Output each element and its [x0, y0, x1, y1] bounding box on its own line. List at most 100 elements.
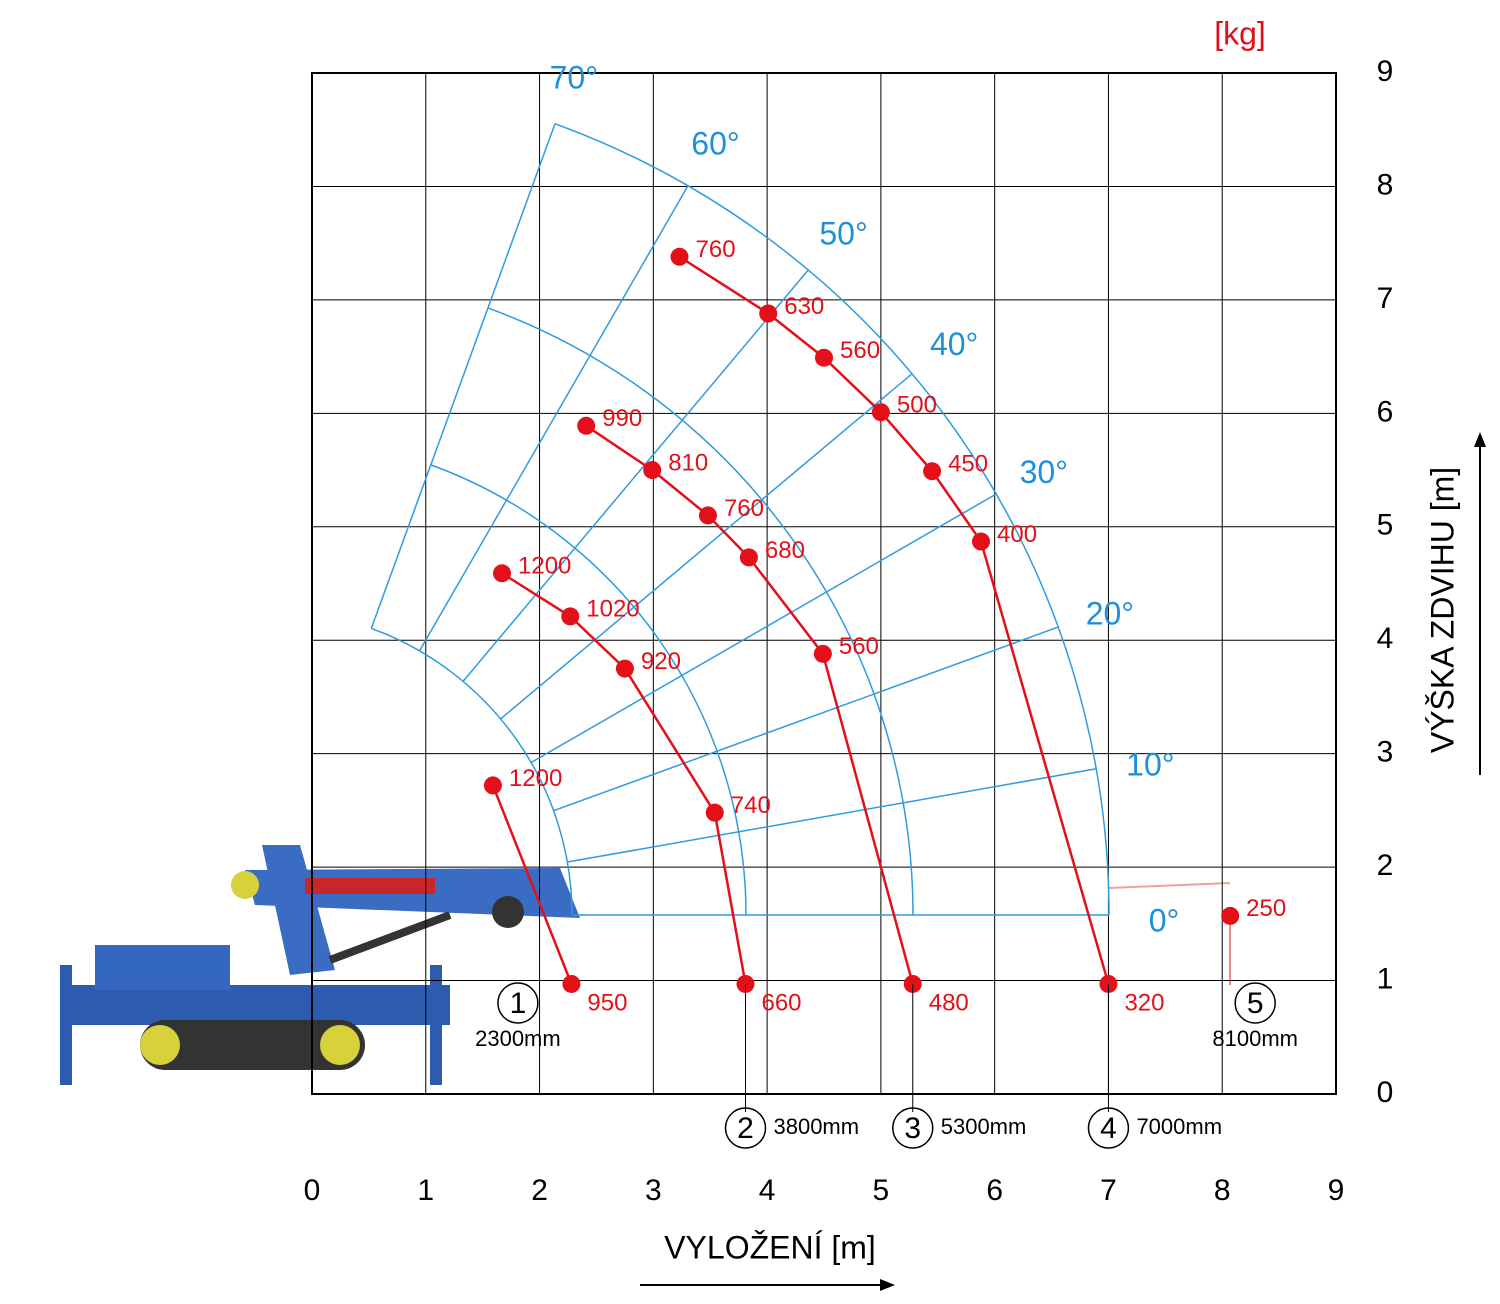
- load-point: [615, 659, 634, 678]
- chassis: [70, 985, 450, 1025]
- angle-label: 20°: [1086, 596, 1134, 632]
- load-point: [1221, 906, 1240, 925]
- x-tick-label: 8: [1214, 1174, 1231, 1207]
- extension-marker: [497, 982, 539, 1024]
- boom-line: [462, 269, 809, 682]
- extension-length: 3800mm: [773, 1114, 859, 1139]
- crane-drawing: [60, 432, 1486, 1291]
- y-tick-label: 4: [1377, 622, 1394, 655]
- x-tick-label: 5: [873, 1174, 890, 1207]
- load-label: 630: [784, 293, 824, 320]
- y-tick-label: 8: [1377, 168, 1394, 201]
- y-tick-label: 9: [1377, 55, 1394, 88]
- extension-length: 8100mm: [1212, 1026, 1298, 1051]
- angle-label: 30°: [1020, 454, 1068, 490]
- outrigger: [430, 965, 442, 1085]
- load-label: 250: [1246, 895, 1286, 922]
- x-tick-label: 0: [304, 1174, 321, 1207]
- load-point: [577, 416, 596, 435]
- load-label: 680: [765, 537, 805, 564]
- load-point: [923, 462, 942, 481]
- x-axis-title: VYLOŽENÍ [m]: [664, 1229, 876, 1265]
- load-label: 1200: [518, 553, 571, 580]
- y-tick-label: 1: [1377, 962, 1394, 995]
- y-tick-label: 7: [1377, 282, 1394, 315]
- sheave: [231, 871, 259, 899]
- unit-label: [kg]: [1214, 15, 1266, 51]
- load-label: 810: [668, 449, 708, 476]
- reach-arc: [371, 627, 573, 916]
- extension-length: 5300mm: [941, 1114, 1027, 1139]
- wheel: [492, 896, 524, 928]
- load-point: [813, 644, 832, 663]
- load-label: 320: [1124, 989, 1164, 1016]
- engine: [95, 945, 230, 990]
- load-label: 740: [731, 792, 771, 819]
- extension-line: [1108, 882, 1231, 889]
- x-tick-label: 4: [759, 1174, 776, 1207]
- x-tick-label: 2: [531, 1174, 548, 1207]
- load-label: 450: [948, 451, 988, 478]
- boom-stripe: [305, 878, 435, 894]
- load-point: [562, 974, 581, 993]
- x-tick-label: 7: [1100, 1174, 1117, 1207]
- load-curve: [491, 784, 573, 985]
- extension-number: 1: [510, 987, 527, 1020]
- reach-arc: [430, 464, 747, 916]
- load-point: [493, 564, 512, 583]
- cylinder: [328, 911, 452, 964]
- angle-label: 50°: [819, 215, 867, 251]
- load-label: 500: [897, 392, 937, 419]
- x-tick-label: 3: [645, 1174, 662, 1207]
- boom-line: [553, 626, 1059, 812]
- load-label: 950: [587, 989, 627, 1016]
- extension-marker: [1087, 1107, 1130, 1149]
- angle-label: 60°: [691, 126, 739, 162]
- load-label: 760: [696, 236, 736, 263]
- boom-line: [567, 768, 1097, 863]
- angle-label: 40°: [930, 326, 978, 362]
- angle-label: 10°: [1126, 747, 1174, 783]
- extension-number: 4: [1100, 1112, 1117, 1145]
- load-point: [815, 348, 833, 367]
- outrigger: [60, 965, 72, 1085]
- load-point: [972, 532, 991, 551]
- extension-number: 2: [737, 1112, 754, 1145]
- arrow-head: [880, 1279, 895, 1291]
- load-label: 990: [602, 405, 642, 432]
- extension-marker: [724, 1107, 767, 1149]
- extension-marker: [1234, 982, 1276, 1024]
- load-label: 920: [641, 648, 681, 675]
- load-point: [759, 304, 778, 323]
- wheel: [320, 1025, 360, 1065]
- angle-label: 0°: [1149, 902, 1180, 938]
- load-point: [670, 247, 689, 266]
- load-label: 1200: [509, 765, 562, 792]
- load-point: [871, 403, 890, 422]
- boom-line: [500, 373, 913, 720]
- extension-length: 2300mm: [475, 1026, 561, 1051]
- reach-arc: [554, 123, 1110, 916]
- y-axis-title: VÝŠKA ZDVIHU [m]: [1424, 467, 1460, 753]
- y-tick-label: 6: [1377, 395, 1394, 428]
- load-label: 1020: [586, 596, 639, 623]
- load-point: [483, 776, 502, 795]
- load-point: [561, 607, 580, 626]
- boom-line: [370, 123, 556, 629]
- load-label: 560: [840, 337, 880, 364]
- y-tick-label: 0: [1377, 1076, 1394, 1109]
- arrow-head: [1474, 432, 1486, 447]
- load-point: [705, 803, 724, 822]
- extension-marker: [891, 1107, 934, 1149]
- x-tick-label: 9: [1328, 1174, 1345, 1207]
- load-label: 660: [761, 989, 801, 1016]
- load-label: 480: [929, 989, 969, 1016]
- angle-label: 70°: [550, 60, 598, 96]
- x-tick-label: 6: [986, 1174, 1003, 1207]
- extension-number: 5: [1247, 987, 1264, 1020]
- y-tick-label: 3: [1377, 736, 1394, 769]
- y-tick-label: 5: [1377, 509, 1394, 542]
- track: [140, 1020, 365, 1070]
- boom-line: [530, 493, 997, 764]
